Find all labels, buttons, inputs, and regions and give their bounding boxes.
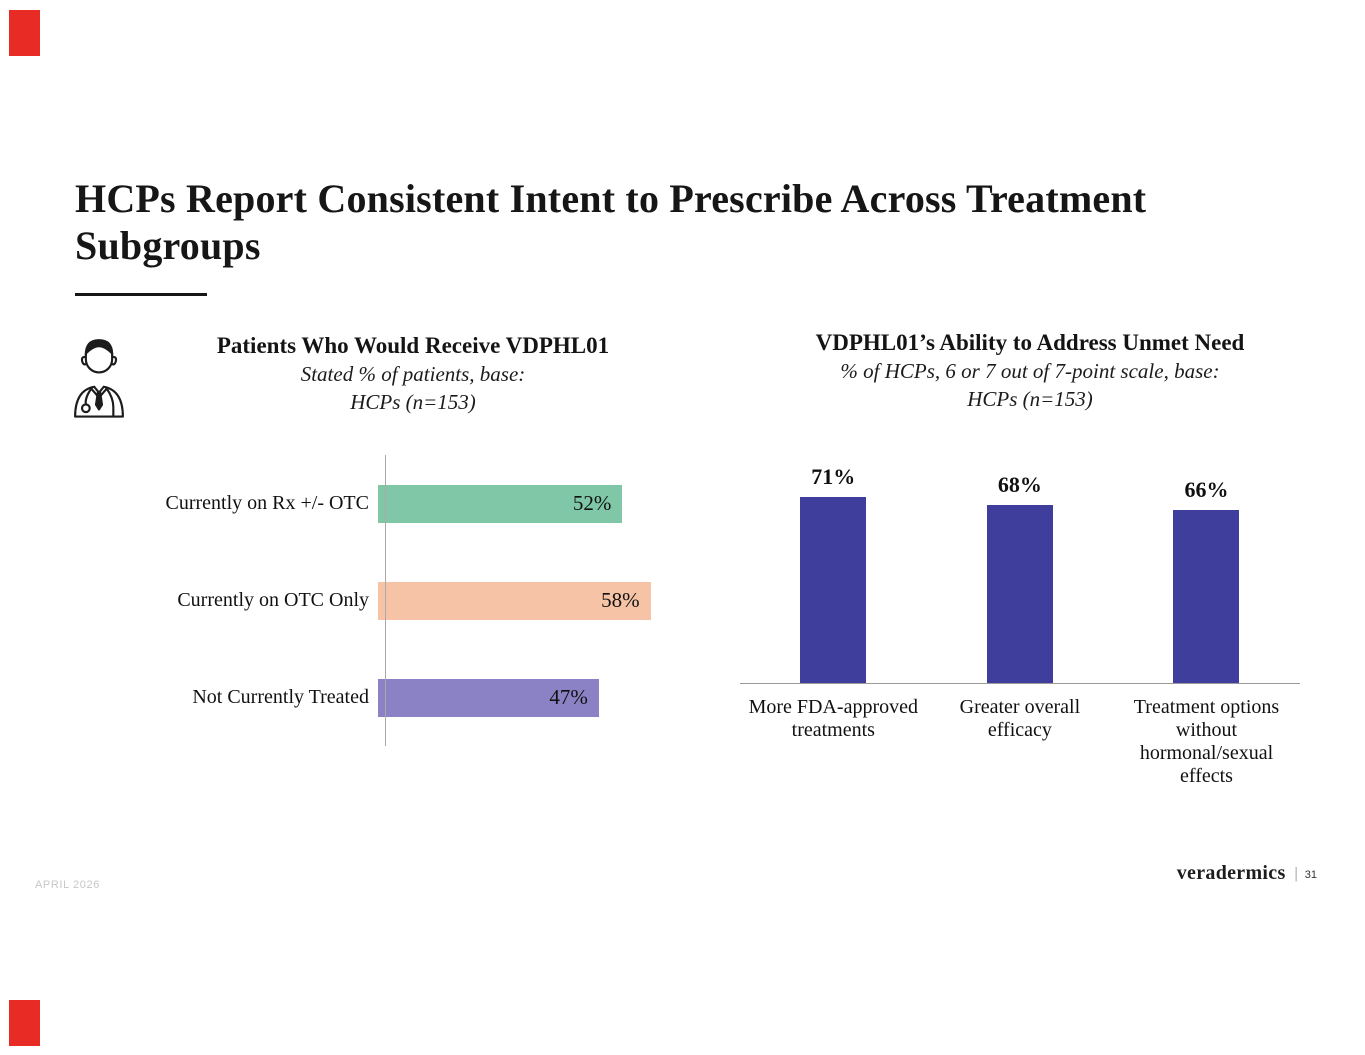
- bar-row: Not Currently Treated 47%: [95, 649, 695, 746]
- bar-column: 68%: [927, 472, 1114, 683]
- horizontal-bar-chart: Currently on Rx +/- OTC 52% Currently on…: [95, 455, 695, 746]
- bar-value-label: 66%: [1184, 477, 1229, 503]
- footer-date: APRIL 2026: [35, 879, 100, 891]
- doctor-icon: [60, 333, 138, 419]
- vertical-bar-chart: 71% 68% 66% More FDA-approved treatments…: [740, 450, 1300, 788]
- bar-value-label: 71%: [811, 463, 856, 489]
- bar-value-label: 68%: [997, 471, 1042, 497]
- bar-value-label: 52%: [572, 491, 612, 515]
- bar-not-treated: 47%: [378, 678, 599, 717]
- category-label: Currently on OTC Only: [177, 589, 369, 611]
- right-chart-title: VDPHL01’s Ability to Address Unmet Need: [815, 330, 1245, 355]
- bar-value-label: 58%: [601, 588, 640, 612]
- bar-no-hormonal-effects: [1173, 510, 1240, 683]
- plot-area: 71% 68% 66%: [740, 450, 1300, 684]
- slide-title: HCPs Report Consistent Intent to Prescri…: [75, 176, 1147, 268]
- bar-track: 52%: [377, 484, 695, 523]
- right-chart-header: VDPHL01’s Ability to Address Unmet Need …: [760, 330, 1300, 412]
- brand-logo: veradermics: [1176, 862, 1286, 884]
- footer-brand: veradermics | 31: [1177, 862, 1317, 885]
- bar-row: Currently on Rx +/- OTC 52%: [95, 455, 695, 552]
- right-chart-subtitle-1: % of HCPs, 6 or 7 out of 7-point scale, …: [840, 359, 1220, 383]
- page-number: 31: [1304, 869, 1317, 881]
- bar-track: 58%: [377, 581, 695, 620]
- category-label: Greater overall efficacy: [959, 696, 1081, 741]
- category-label: More FDA-approved treatments: [748, 696, 918, 741]
- bar-column: 66%: [1113, 477, 1300, 683]
- bar-value-label: 47%: [549, 685, 588, 709]
- y-axis-line: [385, 455, 386, 746]
- title-underline: [75, 293, 207, 296]
- left-chart-subtitle-2: HCPs (n=153): [350, 390, 476, 414]
- left-chart-title: Patients Who Would Receive VDPHL01: [216, 333, 610, 358]
- bar-otc-only: 58%: [378, 581, 651, 620]
- right-chart-subtitle-2: HCPs (n=153): [967, 387, 1093, 411]
- bar-row: Currently on OTC Only 58%: [95, 552, 695, 649]
- category-label: Not Currently Treated: [192, 686, 369, 708]
- bar-column: 71%: [740, 464, 927, 683]
- red-accent-top: [9, 10, 40, 56]
- category-label: Currently on Rx +/- OTC: [165, 492, 370, 514]
- left-chart-subtitle-1: Stated % of patients, base:: [300, 362, 526, 386]
- bar-efficacy: [986, 504, 1053, 683]
- left-chart-header: Patients Who Would Receive VDPHL01 State…: [178, 333, 648, 415]
- bar-track: 47%: [377, 678, 695, 717]
- category-labels: More FDA-approved treatments Greater ove…: [740, 684, 1300, 788]
- bar-rx-otc: 52%: [378, 484, 623, 523]
- bar-fda-approved: [800, 496, 867, 683]
- brand-separator: |: [1294, 864, 1298, 882]
- red-accent-bottom: [9, 1000, 40, 1046]
- category-label: Treatment options without hormonal/sexua…: [1133, 696, 1280, 787]
